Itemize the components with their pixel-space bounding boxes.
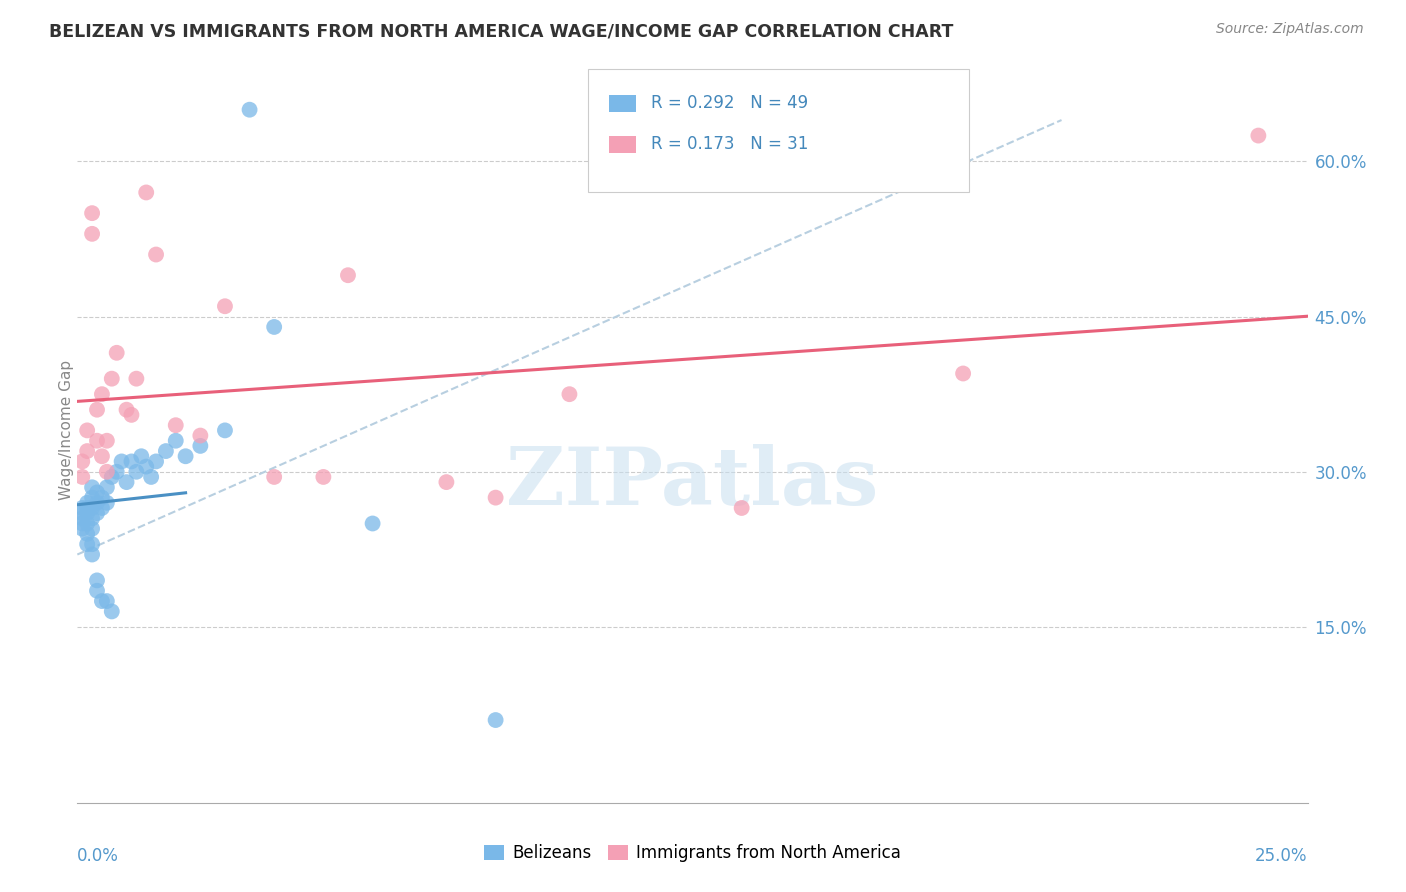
- Point: [952, 367, 974, 381]
- Point: [131, 449, 153, 463]
- Point: [165, 434, 187, 448]
- Point: [90, 594, 114, 608]
- Point: [76, 506, 98, 520]
- Point: [86, 583, 108, 598]
- Point: [135, 186, 157, 200]
- Point: [115, 402, 138, 417]
- Point: [111, 454, 132, 468]
- Point: [82, 500, 104, 515]
- Bar: [609, 95, 636, 112]
- Point: [86, 506, 108, 520]
- Text: R = 0.173   N = 31: R = 0.173 N = 31: [651, 136, 808, 153]
- Point: [70, 522, 93, 536]
- Point: [86, 434, 108, 448]
- Point: [96, 594, 118, 608]
- Point: [82, 537, 104, 551]
- Point: [312, 470, 335, 484]
- Point: [155, 444, 177, 458]
- Point: [214, 424, 236, 438]
- Point: [76, 537, 98, 551]
- Point: [214, 299, 236, 313]
- Point: [190, 428, 212, 442]
- Text: 25.0%: 25.0%: [1256, 847, 1308, 865]
- Legend: Belizeans, Immigrants from North America: Belizeans, Immigrants from North America: [477, 838, 908, 869]
- Point: [86, 402, 108, 417]
- Point: [70, 516, 93, 531]
- Point: [82, 227, 104, 241]
- Point: [70, 506, 93, 520]
- Point: [76, 500, 98, 515]
- Point: [145, 454, 167, 468]
- Point: [86, 485, 108, 500]
- Point: [190, 439, 212, 453]
- Point: [70, 500, 93, 515]
- Point: [239, 103, 262, 117]
- Point: [485, 491, 508, 505]
- Point: [96, 465, 118, 479]
- Point: [96, 480, 118, 494]
- Point: [141, 470, 163, 484]
- Point: [90, 500, 114, 515]
- Point: [1247, 128, 1270, 143]
- Text: 0.0%: 0.0%: [77, 847, 120, 865]
- Point: [115, 475, 138, 489]
- Point: [174, 449, 197, 463]
- Point: [90, 387, 114, 401]
- Text: ZIPatlas: ZIPatlas: [506, 443, 879, 522]
- FancyBboxPatch shape: [588, 70, 969, 192]
- Point: [485, 713, 508, 727]
- Point: [121, 408, 143, 422]
- Point: [558, 387, 581, 401]
- Point: [82, 511, 104, 525]
- Point: [70, 454, 93, 468]
- Point: [263, 470, 285, 484]
- Text: BELIZEAN VS IMMIGRANTS FROM NORTH AMERICA WAGE/INCOME GAP CORRELATION CHART: BELIZEAN VS IMMIGRANTS FROM NORTH AMERIC…: [49, 22, 953, 40]
- Point: [76, 496, 98, 510]
- Point: [82, 206, 104, 220]
- Point: [125, 372, 148, 386]
- Point: [101, 470, 124, 484]
- Point: [76, 516, 98, 531]
- Point: [135, 459, 157, 474]
- Point: [70, 470, 93, 484]
- Point: [96, 434, 118, 448]
- Point: [90, 449, 114, 463]
- Text: R = 0.292   N = 49: R = 0.292 N = 49: [651, 95, 808, 112]
- Point: [70, 511, 93, 525]
- Point: [165, 418, 187, 433]
- Point: [76, 424, 98, 438]
- Point: [105, 346, 128, 360]
- Point: [101, 604, 124, 618]
- Point: [96, 496, 118, 510]
- Point: [101, 372, 124, 386]
- Point: [82, 491, 104, 505]
- Point: [121, 454, 143, 468]
- Bar: [609, 136, 636, 153]
- Y-axis label: Wage/Income Gap: Wage/Income Gap: [59, 360, 73, 500]
- Point: [263, 320, 285, 334]
- Point: [76, 444, 98, 458]
- Point: [361, 516, 384, 531]
- Point: [82, 480, 104, 494]
- Point: [436, 475, 458, 489]
- Point: [90, 491, 114, 505]
- Point: [86, 496, 108, 510]
- Point: [82, 548, 104, 562]
- Point: [86, 574, 108, 588]
- Point: [105, 465, 128, 479]
- Point: [125, 465, 148, 479]
- Text: Source: ZipAtlas.com: Source: ZipAtlas.com: [1216, 22, 1364, 37]
- Point: [82, 522, 104, 536]
- Point: [145, 247, 167, 261]
- Point: [731, 500, 754, 515]
- Point: [337, 268, 360, 283]
- Point: [76, 526, 98, 541]
